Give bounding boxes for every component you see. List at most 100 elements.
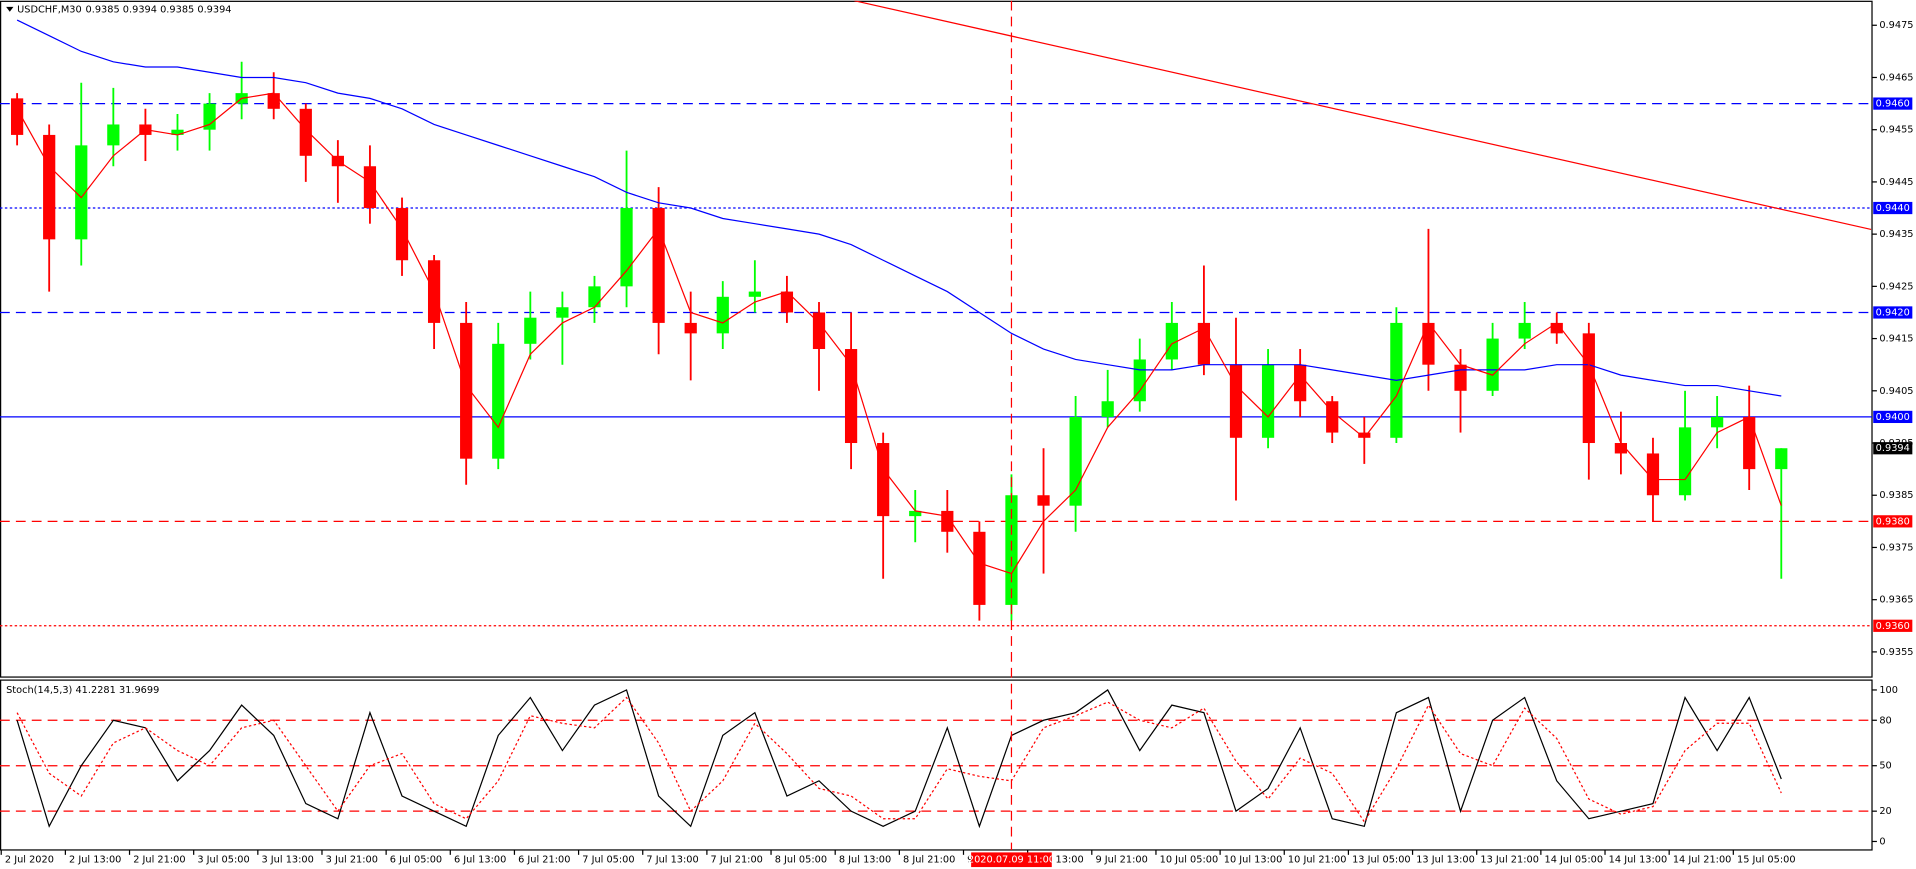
candle-body (620, 208, 633, 287)
x-tick-label: 2 Jul 21:00 (133, 855, 185, 866)
x-tick-label: 14 Jul 13:00 (1609, 855, 1668, 866)
candle-body (1614, 443, 1628, 454)
level-label-box (1873, 410, 1913, 424)
x-tick-label: 9 Jul 21:00 (1095, 855, 1147, 866)
x-tick-label: 10 Jul 05:00 (1160, 855, 1219, 866)
y-tick-label: 0.9385 (1879, 490, 1913, 501)
candle-body (1550, 322, 1563, 334)
x-tick-label: 13 Jul 21:00 (1480, 855, 1539, 866)
x-tick-label: 2 Jul 13:00 (69, 855, 121, 866)
x-tick-label: 10 Jul 21:00 (1288, 855, 1347, 866)
candle-body (652, 208, 665, 323)
cursor-label-box (971, 852, 1052, 868)
y-tick-label: 0.9465 (1879, 72, 1913, 83)
level-label: 0.9380 (1876, 516, 1910, 527)
candle-body (524, 317, 537, 344)
candle-body (1422, 322, 1435, 365)
stoch-y-tick-label: 50 (1879, 761, 1891, 772)
level-label-box (1873, 97, 1913, 110)
candle-body (1294, 364, 1307, 402)
candle-body (267, 93, 280, 109)
x-tick-label: 7 Jul 05:00 (582, 855, 634, 866)
candle-body (1069, 416, 1082, 506)
x-tick-label: 7 Jul 21:00 (711, 855, 763, 866)
candle-body (1037, 495, 1050, 506)
candle-body (588, 286, 601, 308)
candle-body (1743, 416, 1756, 470)
candle-body (877, 443, 890, 517)
candle-body (1261, 364, 1275, 438)
candle-body (1101, 401, 1114, 417)
level-label: 0.9360 (1876, 621, 1910, 632)
candle-body (395, 208, 409, 261)
candle-body (844, 349, 858, 444)
candle-body (780, 291, 794, 313)
menu-arrow[interactable] (6, 6, 14, 12)
y-tick-label: 0.9435 (1879, 229, 1913, 240)
stoch-title: Stoch(14,5,3) 41.2281 31.9699 (6, 685, 159, 696)
main-plot (0, 0, 1873, 627)
candle-body (1486, 338, 1499, 391)
stoch-y-tick-label: 80 (1879, 715, 1891, 726)
y-tick-label: 0.9425 (1879, 281, 1913, 292)
x-tick-label: 13 Jul 05:00 (1352, 855, 1411, 866)
level-label-box (1873, 201, 1913, 215)
last-price-label: 0.9394 (1876, 443, 1910, 454)
x-tick-label: 10 Jul 13:00 (1224, 855, 1283, 866)
candle-body (1165, 322, 1178, 360)
candle-body (556, 307, 569, 318)
cursor-label: 2020.07.09 11:00 (968, 855, 1055, 866)
candle-body (203, 103, 216, 130)
y-tick-label: 0.9475 (1879, 20, 1913, 31)
candle-body (1358, 432, 1371, 438)
candle-body (299, 108, 312, 156)
stoch-y-tick-label: 20 (1879, 806, 1891, 817)
candle-body (460, 322, 473, 459)
moving-average (16, 19, 1782, 397)
level-label: 0.9460 (1876, 99, 1910, 110)
y-tick-label: 0.9445 (1879, 177, 1913, 188)
level-label: 0.9440 (1876, 203, 1910, 214)
candle-body (812, 312, 826, 350)
symbol-title: USDCHF,M30 (17, 4, 82, 15)
level-label-box (1873, 619, 1913, 632)
stoch-panel-frame (0, 679, 1873, 851)
x-tick-label: 6 Jul 13:00 (454, 855, 506, 866)
candle-body (363, 166, 377, 209)
y-tick-label: 0.9375 (1879, 542, 1913, 553)
candle-body (1711, 416, 1724, 428)
candle-body (716, 296, 729, 334)
stoch-plot (0, 689, 1873, 829)
x-tick-label: 13 Jul 13:00 (1416, 855, 1475, 866)
x-tick-label: 8 Jul 05:00 (775, 855, 827, 866)
stoch-y-tick-label: 100 (1879, 685, 1898, 696)
x-tick-label: 2 Jul 2020 (5, 855, 54, 866)
y-tick-label: 0.9355 (1879, 647, 1913, 658)
candle-body (1454, 364, 1467, 391)
x-tick-label: 15 Jul 05:00 (1737, 855, 1796, 866)
x-tick-label: 14 Jul 21:00 (1673, 855, 1732, 866)
y-tick-label: 0.9455 (1879, 125, 1913, 136)
x-tick-label: 9 Jul 13:00 (1031, 855, 1083, 866)
last-price-box (1873, 442, 1913, 455)
stoch-line (16, 696, 1782, 823)
x-tick-label: 6 Jul 05:00 (390, 855, 442, 866)
candle-body (107, 124, 120, 146)
x-tick-label: 7 Jul 13:00 (646, 855, 698, 866)
candle-body (75, 145, 88, 240)
level-label-box (1873, 515, 1913, 528)
trendline (854, 0, 1872, 231)
candle-body (1229, 364, 1243, 438)
x-tick-label: 14 Jul 05:00 (1545, 855, 1604, 866)
candle-body (684, 322, 697, 334)
candle-body (748, 291, 761, 297)
candle-body (10, 98, 24, 135)
y-tick-label: 0.9405 (1879, 386, 1913, 397)
x-tick-label: 3 Jul 05:00 (197, 855, 249, 866)
candle-body (1775, 448, 1788, 470)
candle-body (492, 343, 505, 459)
candle-body (1582, 333, 1595, 444)
